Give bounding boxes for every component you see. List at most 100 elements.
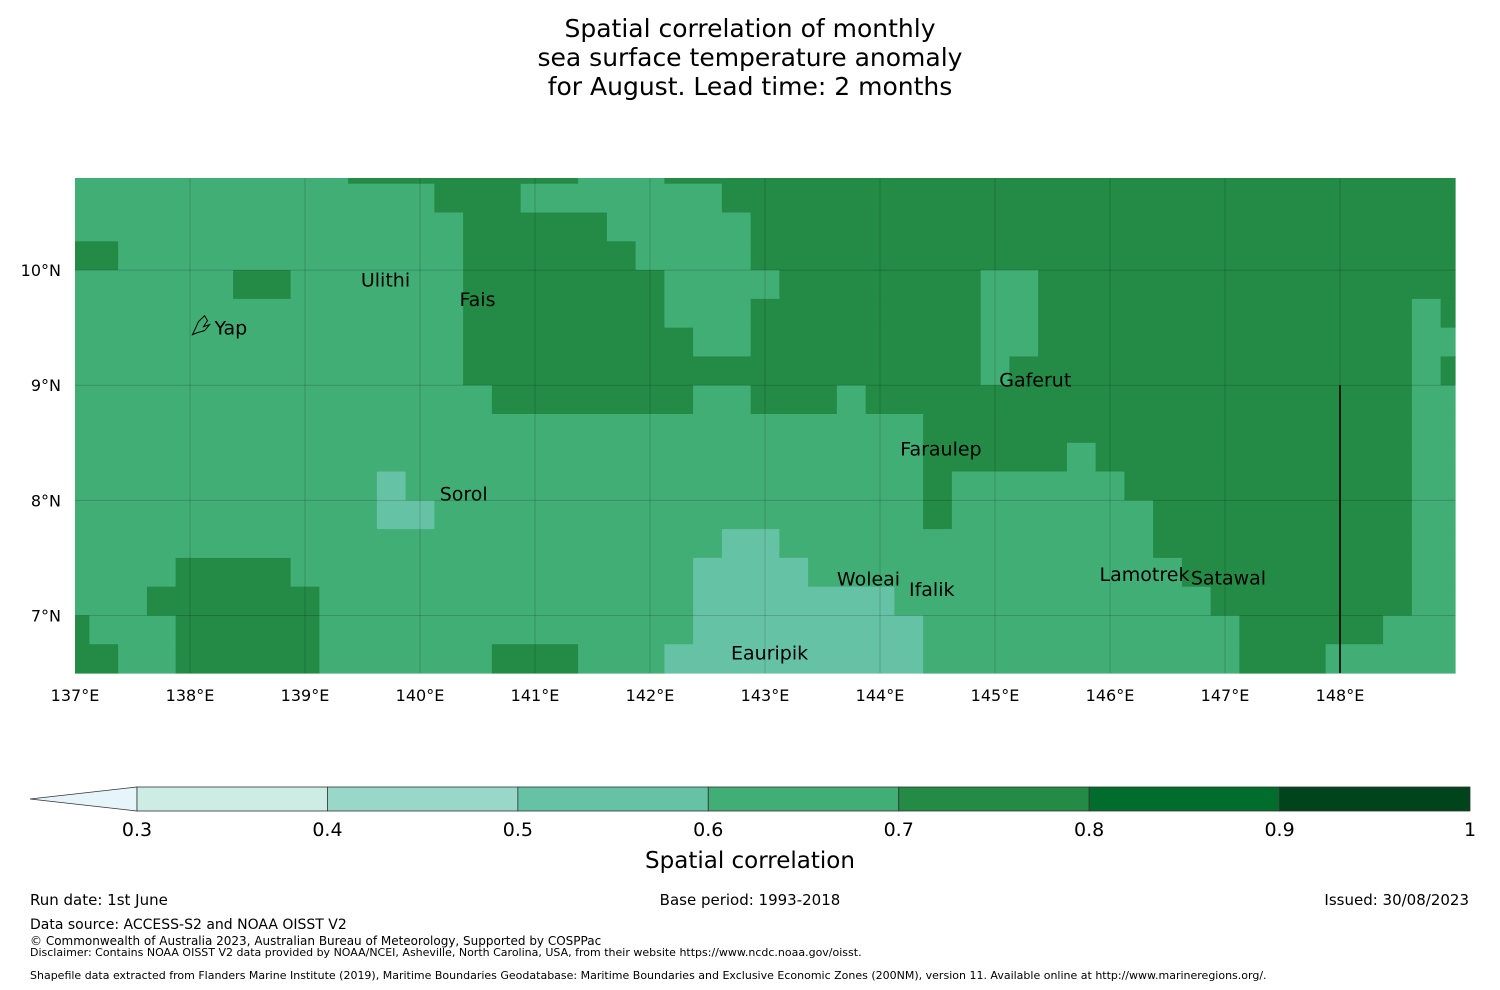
correlation-cell <box>175 557 292 588</box>
correlation-cell <box>146 586 320 617</box>
correlation-cell <box>1411 413 1456 444</box>
correlation-cell <box>75 413 924 444</box>
correlation-cell <box>1009 356 1413 386</box>
correlation-cell <box>693 327 752 358</box>
longitude-tick-label: 137°E <box>51 686 100 705</box>
correlation-cell <box>980 327 1039 358</box>
longitude-tick-label: 140°E <box>396 686 445 705</box>
longitude-tick-label: 145°E <box>971 686 1020 705</box>
correlation-cell <box>75 471 378 501</box>
correlation-cell <box>980 356 1010 386</box>
shapefile-credit: Shapefile data extracted from Flanders M… <box>30 969 1267 982</box>
correlation-cell <box>635 212 665 242</box>
yap-island-outline <box>191 314 212 336</box>
longitude-tick-label: 138°E <box>166 686 215 705</box>
correlation-cell <box>463 241 637 271</box>
correlation-cell <box>233 270 292 300</box>
island-label: Eauripik <box>731 642 808 664</box>
island-label: Ifalik <box>909 579 955 601</box>
latitude-tick-label: 8°N <box>31 491 61 510</box>
correlation-cell <box>1095 442 1413 473</box>
correlation-cell <box>75 298 464 329</box>
graticule <box>75 178 1455 673</box>
correlation-cell <box>578 644 665 674</box>
colorbar-tick-label: 0.9 <box>1264 819 1294 841</box>
correlation-cell <box>664 178 1456 185</box>
correlation-cell <box>750 385 838 415</box>
colorbar-segment <box>517 786 709 812</box>
correlation-cell <box>89 615 177 645</box>
island-label: Sorol <box>440 483 488 505</box>
correlation-cell <box>463 356 982 386</box>
correlation-cell <box>175 644 320 674</box>
correlation-cell <box>75 500 378 530</box>
map-title: Spatial correlation of monthly sea surfa… <box>0 14 1500 101</box>
correlation-cell <box>693 385 752 415</box>
correlation-cell <box>750 327 982 358</box>
base-period: Base period: 1993-2018 <box>659 891 841 909</box>
correlation-cell <box>951 500 1154 530</box>
longitude-tick-label: 139°E <box>281 686 330 705</box>
correlation-cell <box>75 327 464 358</box>
colorbar-segments <box>29 786 1471 812</box>
correlation-cell <box>1239 615 1384 645</box>
correlation-cell <box>923 644 1240 674</box>
correlation-cell <box>721 183 1456 214</box>
longitude-tick-label: 142°E <box>626 686 675 705</box>
correlation-cell <box>1411 557 1456 588</box>
latitude-tick-label: 9°N <box>31 376 61 395</box>
colorbar-segment <box>1279 786 1471 812</box>
correlation-cell <box>1440 356 1456 386</box>
correlation-cell <box>463 327 694 358</box>
colorbar-extend-arrow <box>29 786 138 812</box>
correlation-cell <box>319 586 694 617</box>
correlation-cell <box>319 644 493 674</box>
correlation-cell <box>75 183 435 214</box>
correlation-cell <box>75 385 493 415</box>
correlation-cell <box>664 644 924 674</box>
island-label: Fais <box>459 289 495 311</box>
correlation-cell <box>376 471 407 501</box>
correlation-cell <box>75 356 464 386</box>
correlation-cell <box>693 557 809 588</box>
longitude-tick-label: 147°E <box>1201 686 1250 705</box>
correlation-cell <box>348 178 450 185</box>
correlation-cell <box>1411 442 1456 473</box>
correlation-cell <box>923 500 953 530</box>
correlation-cell <box>779 529 1154 559</box>
run-date: Run date: 1st June <box>30 891 168 909</box>
correlation-cell <box>693 586 895 617</box>
correlation-cell <box>75 212 464 242</box>
correlation-cells <box>75 178 1456 674</box>
correlation-cell <box>118 644 177 674</box>
island-label: Faraulep <box>900 439 981 461</box>
correlation-cell <box>463 270 665 300</box>
correlation-cell <box>463 298 665 329</box>
colorbar-segment <box>327 786 519 812</box>
correlation-cell <box>1124 471 1413 501</box>
correlation-cell <box>1440 298 1456 329</box>
correlation-cell <box>750 298 982 329</box>
longitude-tick-label: 146°E <box>1086 686 1135 705</box>
correlation-cell <box>491 644 579 674</box>
correlation-cell <box>779 270 982 300</box>
correlation-cell <box>1038 327 1413 358</box>
correlation-cell <box>750 212 1456 242</box>
island-label: Woleai <box>837 569 900 591</box>
correlation-cell <box>1153 529 1413 559</box>
correlation-cell <box>1411 500 1456 530</box>
correlation-cell <box>664 212 752 242</box>
correlation-cell <box>75 644 119 674</box>
correlation-cell <box>1066 442 1097 473</box>
correlation-cell <box>1411 298 1442 329</box>
disclaimer: Disclaimer: Contains NOAA OISST V2 data … <box>30 946 862 959</box>
correlation-cell <box>664 270 780 300</box>
correlation-cell <box>923 615 1240 645</box>
correlation-cell <box>693 615 924 645</box>
correlation-cell <box>434 183 522 214</box>
correlation-cell <box>448 178 579 185</box>
title-line-3: for August. Lead time: 2 months <box>547 72 953 101</box>
correlation-cell <box>951 471 1125 501</box>
correlation-cell <box>1239 644 1327 674</box>
